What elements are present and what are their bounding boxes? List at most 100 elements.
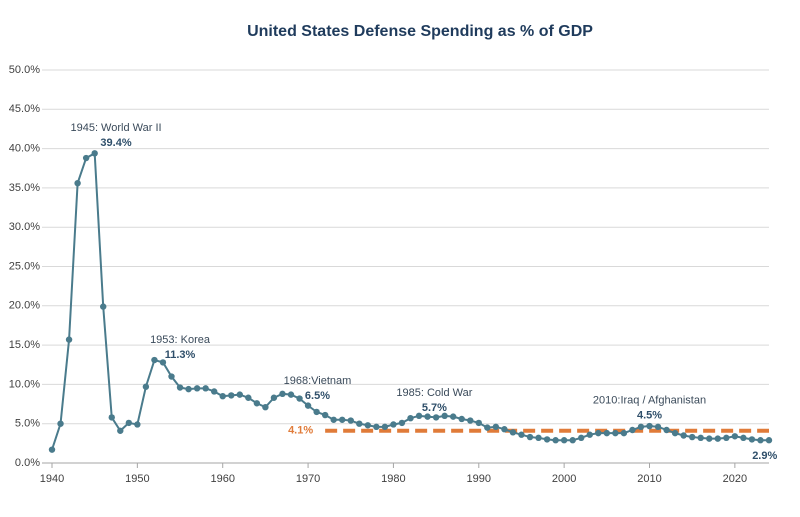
y-tick-label: 30.0% [9,221,40,233]
chart-title: United States Defense Spending as % of G… [247,23,593,40]
marker [543,436,551,443]
marker [748,436,756,443]
marker [620,429,628,437]
marker [57,420,64,427]
marker [467,417,474,424]
y-tick-label: 40.0% [9,143,40,155]
marker [151,356,158,364]
marker [415,412,423,420]
marker [629,426,636,434]
annotation-text: 1985: Cold War [396,387,472,399]
marker [526,433,534,441]
x-tick-label: 1970 [296,473,320,485]
marker [364,422,372,429]
annotation-text: 1953: Korea [150,334,211,346]
marker [595,429,602,437]
marker [236,391,243,398]
marker [296,395,303,402]
marker [253,400,261,407]
marker [245,394,252,401]
marker [731,433,739,440]
marker [509,429,517,436]
marker [176,384,184,391]
marker [569,437,576,444]
marker [356,420,363,427]
marker [441,412,448,420]
marker [279,390,286,398]
annotation-label: 39.4% [100,137,131,149]
annotation-text: 1945: World War II [70,122,161,134]
marker [586,431,593,438]
marker [390,421,397,428]
marker [637,423,645,431]
x-tick-label: 1950 [125,473,149,485]
marker [680,432,687,439]
marker [219,392,226,400]
x-tick-label: 2000 [552,473,576,485]
marker [82,154,90,162]
annotation-label: 5.7% [422,402,447,414]
annotation-label: 4.5% [637,410,662,422]
marker [560,437,568,444]
x-tick-label: 1990 [467,473,491,485]
marker [330,416,337,423]
annotation-text: 2010:Iraq / Afghanistan [593,395,706,407]
y-tick-label: 20.0% [9,300,40,312]
x-tick-label: 2020 [723,473,747,485]
marker [518,431,525,438]
marker [757,437,764,444]
marker [552,437,559,444]
marker [492,423,500,431]
marker [262,403,269,411]
marker [714,435,721,442]
marker [74,179,81,187]
y-tick-label: 35.0% [9,182,40,194]
marker [654,423,662,431]
marker [706,435,713,442]
marker [432,414,440,421]
x-tick-label: 1940 [40,473,64,485]
x-tick-label: 2010 [637,473,661,485]
marker [100,303,107,310]
marker [646,422,653,430]
marker [381,423,389,431]
marker [398,419,406,427]
marker [458,415,465,423]
y-tick-label: 10.0% [9,378,40,390]
y-tick-label: 45.0% [9,103,40,115]
marker [228,392,235,399]
x-tick-label: 1980 [381,473,405,485]
marker [740,434,747,442]
marker [108,414,115,421]
marker [612,429,619,437]
marker [117,427,124,434]
marker [347,417,354,424]
marker [313,408,320,416]
y-tick-label: 5.0% [15,418,40,430]
marker [339,416,346,423]
marker [501,426,508,433]
marker [535,434,542,442]
marker [142,383,150,390]
y-tick-label: 25.0% [9,260,40,272]
x-tick-label: 1960 [210,473,234,485]
marker [125,419,133,427]
marker [407,414,414,422]
marker [697,434,704,442]
marker [373,423,380,431]
y-tick-label: 0.0% [15,457,40,469]
marker [688,433,696,441]
marker [449,413,457,420]
y-tick-label: 50.0% [9,64,40,76]
marker [48,446,56,453]
marker [671,429,679,437]
marker [270,394,278,401]
marker [159,359,167,366]
y-tick-label: 15.0% [9,339,40,351]
marker [663,426,670,434]
marker [168,373,175,380]
marker [578,434,585,442]
annotation-label: 6.5% [305,390,330,402]
average-label: 4.1% [288,425,313,437]
